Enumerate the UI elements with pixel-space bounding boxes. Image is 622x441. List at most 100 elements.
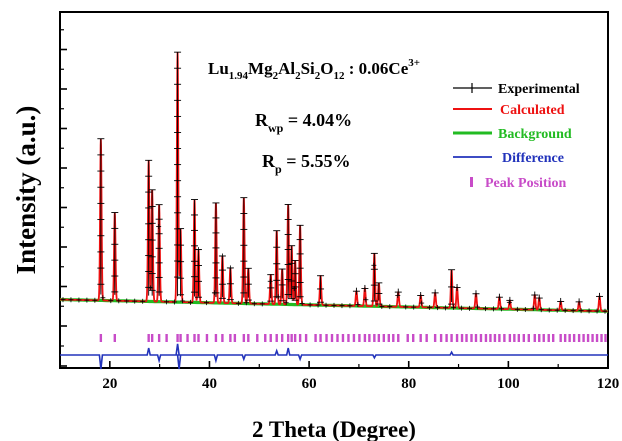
peak-position-marker xyxy=(503,334,506,342)
rwp-base: R xyxy=(255,110,269,130)
formula-lu: Lu xyxy=(208,59,229,78)
peak-position-marker xyxy=(538,334,541,342)
peak-position-marker xyxy=(325,334,328,342)
peak-position-marker xyxy=(474,334,478,342)
peak-position-marker xyxy=(247,334,250,342)
legend-peak-position-marker xyxy=(470,177,473,187)
peak-position-marker xyxy=(577,334,581,342)
peak-position-marker xyxy=(563,334,567,342)
peak-position-marker xyxy=(165,334,168,342)
peak-position-marker xyxy=(304,334,308,342)
peak-position-marker xyxy=(242,334,246,342)
peak-position-marker xyxy=(419,334,422,342)
peak-position-marker xyxy=(352,334,356,342)
peak-position-marker xyxy=(99,334,103,342)
peak-position-marker xyxy=(533,334,536,342)
peak-position-marker xyxy=(314,334,317,342)
experimental-markers-group xyxy=(60,51,608,314)
legend-experimental-label: Experimental xyxy=(498,82,580,97)
peak-position-marker xyxy=(280,334,284,342)
peak-position-marker xyxy=(455,334,459,342)
peak-position-marker xyxy=(275,334,278,342)
peak-position-marker xyxy=(479,334,483,342)
peak-position-marker xyxy=(460,334,464,342)
rwp-value: = 4.04% xyxy=(283,110,352,130)
peak-position-marker xyxy=(572,334,576,342)
difference-curve xyxy=(60,343,608,370)
peak-position-marker xyxy=(559,334,562,342)
peak-position-marker xyxy=(382,334,386,342)
peak-position-marker xyxy=(513,334,516,342)
legend-peak-position-label: Peak Position xyxy=(485,176,566,191)
formula-mg-sub: 2 xyxy=(273,70,279,82)
peak-position-marker xyxy=(470,334,473,342)
rwp-sub: wp xyxy=(268,121,284,135)
rp-base: R xyxy=(262,151,276,171)
formula-annotation: Lu1.94Mg2Al2Si2O12 : 0.06Ce3+ xyxy=(208,57,420,82)
formula-si-sub: 2 xyxy=(315,70,321,82)
peak-position-marker xyxy=(586,334,590,342)
peak-position-marker xyxy=(176,334,179,342)
plot-frame xyxy=(59,11,609,369)
peak-position-marker xyxy=(150,334,154,342)
peak-position-marker xyxy=(358,334,361,342)
peak-position-marker xyxy=(147,334,150,342)
peak-position-marker xyxy=(157,334,161,342)
peak-position-marker xyxy=(319,334,322,342)
peak-position-marker xyxy=(214,334,218,342)
peak-position-marker xyxy=(527,334,530,342)
peak-position-marker xyxy=(256,334,259,342)
peak-position-marker xyxy=(269,334,272,342)
peak-position-marker xyxy=(591,334,594,342)
peak-position-marker xyxy=(197,334,200,342)
formula-al-sub: 2 xyxy=(295,70,301,82)
x-tick-label: 80 xyxy=(401,376,416,392)
peak-position-marker xyxy=(293,334,297,342)
legend-background-label: Background xyxy=(498,127,572,142)
peak-position-marker xyxy=(193,334,196,342)
peak-position-marker xyxy=(568,334,571,342)
peak-position-marker xyxy=(330,334,334,342)
formula-o: O xyxy=(320,59,333,78)
peak-position-marker xyxy=(397,334,400,342)
peak-position-marker xyxy=(290,334,293,342)
peak-position-marker xyxy=(425,334,428,342)
x-axis-title: 2 Theta (Degree) xyxy=(252,417,416,441)
peak-position-marker xyxy=(179,334,182,342)
x-tick-label: 100 xyxy=(497,376,520,392)
x-tick-label: 20 xyxy=(102,376,117,392)
peak-position-marker xyxy=(600,334,603,342)
peak-position-marker xyxy=(493,334,497,342)
formula-mg: Mg xyxy=(248,59,273,78)
peak-position-marker xyxy=(186,334,189,342)
peak-position-marker xyxy=(547,334,550,342)
peak-position-marker xyxy=(552,334,555,342)
peak-position-marker xyxy=(604,334,607,342)
peak-position-marker xyxy=(498,334,501,342)
rp-value: = 5.55% xyxy=(282,151,351,171)
peak-position-marker xyxy=(229,334,232,342)
peak-position-marker xyxy=(392,334,395,342)
peak-position-markers xyxy=(99,334,607,342)
peak-position-marker xyxy=(336,334,339,342)
peak-position-marker xyxy=(595,334,599,342)
peak-position-marker xyxy=(377,334,381,342)
peak-position-marker xyxy=(233,334,237,342)
rwp-annotation: Rwp = 4.04% xyxy=(255,110,352,135)
peak-position-marker xyxy=(489,334,492,342)
formula-ce-sup: 3+ xyxy=(408,57,420,69)
peak-position-marker xyxy=(517,334,521,342)
peak-position-marker xyxy=(363,334,367,342)
peak-position-marker xyxy=(439,334,443,342)
peak-position-marker xyxy=(522,334,526,342)
formula-ce: : 0.06Ce xyxy=(345,59,409,78)
peak-position-marker xyxy=(221,334,224,342)
peak-position-marker xyxy=(264,334,267,342)
peak-position-marker xyxy=(450,334,453,342)
peak-position-marker xyxy=(298,334,302,342)
peak-position-marker xyxy=(433,334,437,342)
y-axis-title: Intensity (a.u.) xyxy=(11,106,41,275)
peak-position-marker xyxy=(373,334,376,342)
x-tick-label: 60 xyxy=(302,376,317,392)
peak-position-marker xyxy=(406,334,409,342)
